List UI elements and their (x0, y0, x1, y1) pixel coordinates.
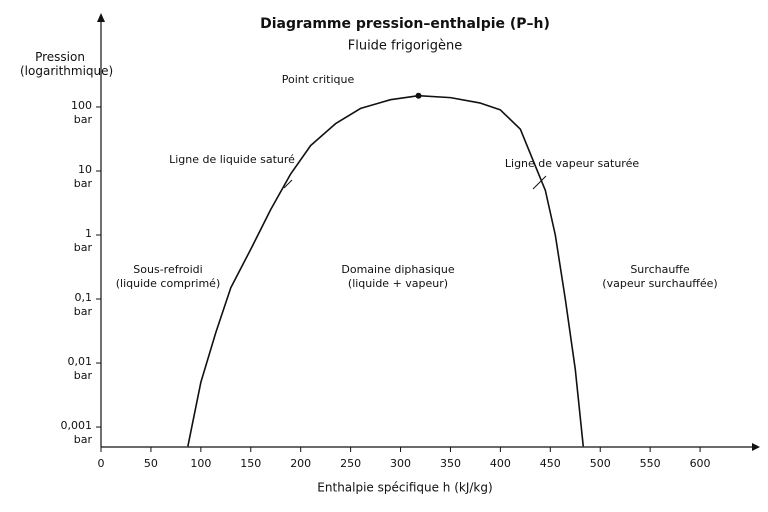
y-tick-label: 0,01 bar (67, 355, 93, 383)
x-tick-label: 400 (490, 457, 511, 470)
y-tick-label: 1 bar (73, 227, 92, 254)
x-tick-label: 600 (690, 457, 711, 470)
annotation: Surchauffe (vapeur surchauffée) (602, 263, 718, 290)
annotation: Domaine diphasique (liquide + vapeur) (341, 263, 455, 290)
annotation: Point critique (281, 73, 355, 86)
annotation: Sous-refroidi (liquide comprimé) (115, 263, 221, 290)
x-tick-label: 450 (540, 457, 561, 470)
x-tick-label: 300 (390, 457, 411, 470)
leader (283, 179, 293, 189)
x-tick-label: 150 (240, 457, 261, 470)
chart-title: Diagramme pression–enthalpie (P–h) (260, 16, 550, 32)
critical-point (415, 92, 422, 99)
y-tick-label: 10 bar (73, 162, 92, 190)
saturation-curve (187, 94, 585, 447)
y-tick-label: 0,1 bar (73, 291, 92, 318)
x-tick-label: 350 (440, 457, 461, 470)
x-tick-label: 250 (340, 457, 361, 470)
x-arrow (752, 443, 760, 451)
y-tick-label: 100 bar (71, 98, 92, 126)
y-arrow (97, 13, 105, 22)
annotation: Ligne de vapeur saturée (504, 157, 640, 170)
x-tick-label: 50 (144, 457, 158, 470)
x-tick-label: 100 (190, 457, 211, 470)
x-tick-label: 0 (98, 457, 105, 470)
x-tick-label: 500 (590, 457, 611, 470)
leader (532, 175, 547, 190)
annotation: Ligne de liquide saturé (169, 153, 295, 166)
y-tick-label: 0,001 bar (60, 419, 93, 447)
x-tick-label: 200 (290, 457, 311, 470)
x-axis-label: Enthalpie spécifique h (kJ/kg) (317, 481, 492, 495)
chart-subtitle: Fluide frigorigène (348, 39, 463, 54)
x-tick-label: 550 (640, 457, 661, 470)
y-axis-label: Pression (logarithmique) (20, 50, 114, 78)
